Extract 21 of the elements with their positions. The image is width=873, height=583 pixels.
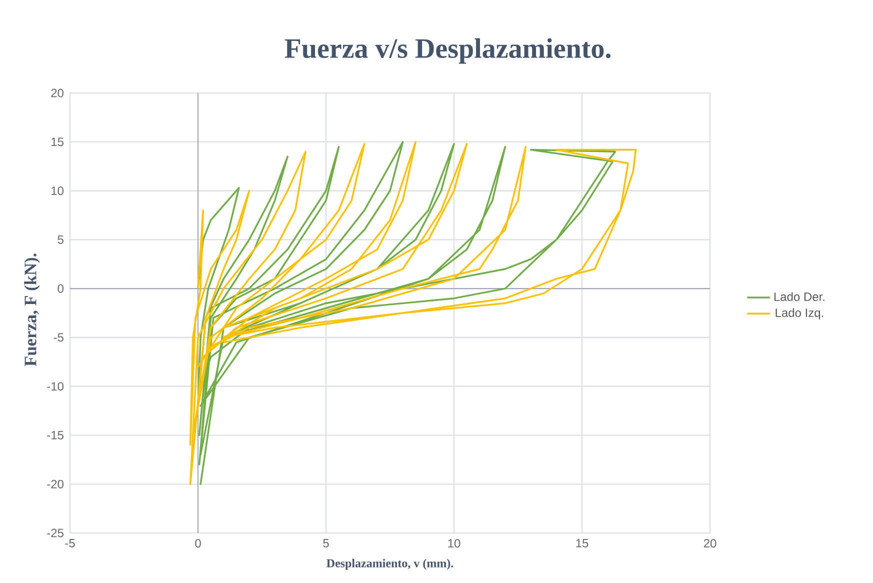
x-tick-label: 10 bbox=[448, 539, 460, 548]
y-tick-label: 10 bbox=[52, 186, 64, 196]
x-tick-label: -5 bbox=[65, 539, 75, 548]
x-tick-label: 5 bbox=[323, 539, 329, 548]
y-tick-label: -20 bbox=[47, 480, 64, 488]
x-tick-label: 15 bbox=[576, 539, 588, 548]
y-tick-label: -10 bbox=[47, 382, 64, 391]
x-tick-label: 0 bbox=[195, 539, 201, 548]
y-tick-label: -15 bbox=[47, 431, 64, 440]
x-axis-title: Desplazamiento, v (mm). bbox=[326, 558, 454, 570]
y-tick-label: 5 bbox=[58, 235, 64, 244]
y-tick-label: 15 bbox=[52, 138, 64, 146]
y-tick-label: -25 bbox=[47, 528, 64, 538]
x-tick-label: 20 bbox=[704, 539, 716, 548]
y-tick-label: -5 bbox=[54, 333, 64, 342]
legend-label: Lado Izq. bbox=[776, 308, 824, 320]
y-axis-title: Fuerza, F (kN). bbox=[24, 254, 40, 366]
legend-label: Lado Der. bbox=[774, 292, 824, 302]
y-tick-label: 0 bbox=[58, 284, 64, 293]
chart-title: Fuerza v/s Desplazamiento. bbox=[284, 38, 610, 64]
y-tick-label: 20 bbox=[51, 88, 64, 98]
